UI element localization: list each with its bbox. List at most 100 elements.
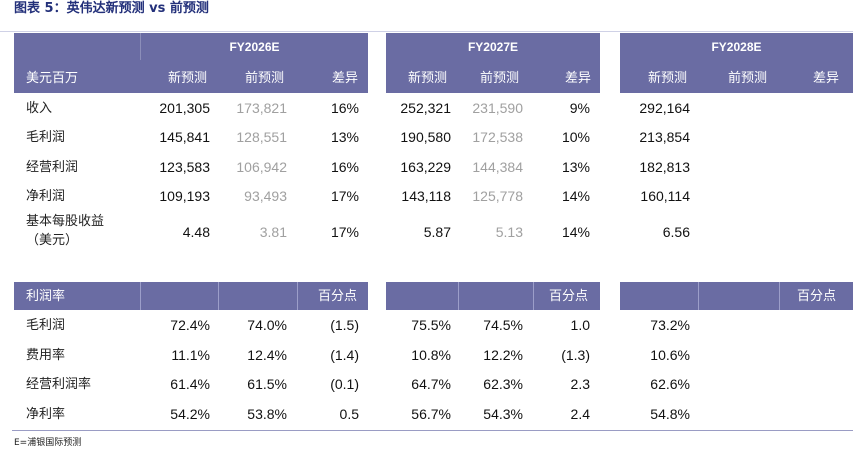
value-new-2026: 54.2% <box>170 406 210 422</box>
value-new-2028: 62.6% <box>650 376 690 392</box>
value-new-2026: 123,583 <box>159 159 210 175</box>
lower-vsep <box>533 282 534 310</box>
value-prev-2027: 125,778 <box>472 188 523 204</box>
row-label-unit: （美元） <box>26 233 79 248</box>
value-new-2027: 252,321 <box>400 100 451 116</box>
value-prev-2027: 144,384 <box>472 159 523 175</box>
row-label: 经营利润 <box>26 160 79 175</box>
value-prev-2026: 3.81 <box>259 224 287 240</box>
bottom-divider <box>12 430 853 431</box>
value-diff-2027: 2.3 <box>570 376 590 392</box>
col-header-prev-2027: 前预测 <box>480 71 520 86</box>
value-prev-2026: 106,942 <box>236 159 287 175</box>
unit-pct-point-2026: 百分点 <box>318 289 358 304</box>
year-header-fy2026: FY2026E <box>229 40 280 54</box>
value-diff-2027: 1.0 <box>570 317 590 333</box>
value-prev-2026: 93,493 <box>244 188 287 204</box>
lower-header-band-2027 <box>386 282 600 310</box>
lower-vsep <box>779 282 780 310</box>
col-header-diff-2026: 差异 <box>332 71 359 86</box>
value-diff-2026: (0.1) <box>330 376 359 392</box>
value-new-2026: 72.4% <box>170 317 210 333</box>
upper-header-band-2027 <box>386 33 600 93</box>
value-new-2028: 160,114 <box>640 188 690 204</box>
figure-title: 图表 5：英伟达新预测 vs 前预测 <box>14 1 209 16</box>
margin-header-label: 利润率 <box>26 289 66 304</box>
value-new-2026: 201,305 <box>159 100 210 116</box>
row-label: 净利润 <box>26 189 66 204</box>
value-diff-2026: 16% <box>330 159 359 175</box>
value-diff-2027: 14% <box>561 224 590 240</box>
value-diff-2027: 14% <box>561 188 590 204</box>
value-prev-2026: 128,551 <box>236 129 287 145</box>
value-diff-2026: 0.5 <box>339 406 359 422</box>
value-new-2027: 75.5% <box>411 317 451 333</box>
lower-vsep <box>297 282 298 310</box>
unit-pct-point-2028: 百分点 <box>797 289 837 304</box>
value-new-2027: 56.7% <box>411 406 451 422</box>
value-prev-2027: 231,590 <box>472 100 523 116</box>
upper-header-band <box>14 33 368 93</box>
lower-vsep <box>698 282 699 310</box>
value-prev-2026: 12.4% <box>247 347 287 363</box>
unit-header-label: 美元百万 <box>26 71 79 86</box>
value-prev-2026: 173,821 <box>236 100 287 116</box>
year-header-fy2028: FY2028E <box>711 40 762 54</box>
value-new-2026: 61.4% <box>170 376 210 392</box>
value-new-2026: 109,193 <box>159 188 210 204</box>
value-new-2027: 64.7% <box>411 376 451 392</box>
value-diff-2026: 17% <box>330 224 359 240</box>
value-prev-2027: 54.3% <box>483 406 523 422</box>
col-header-new-2027: 新预测 <box>408 71 448 86</box>
value-new-2028: 54.8% <box>650 406 690 422</box>
value-new-2026: 11.1% <box>171 347 210 363</box>
value-diff-2026: (1.4) <box>330 347 359 363</box>
lower-vsep <box>458 282 459 310</box>
value-prev-2027: 62.3% <box>483 376 523 392</box>
value-diff-2026: 13% <box>330 129 359 145</box>
value-new-2028: 6.56 <box>662 224 690 240</box>
lower-vsep <box>218 282 219 310</box>
value-new-2026: 145,841 <box>159 129 210 145</box>
value-new-2026: 4.48 <box>182 224 210 240</box>
value-prev-2027: 74.5% <box>483 317 523 333</box>
col-header-new-2026: 新预测 <box>168 71 208 86</box>
value-prev-2027: 5.13 <box>495 224 523 240</box>
col-header-prev-2028: 前预测 <box>728 71 768 86</box>
lower-header-band-2028 <box>620 282 853 310</box>
value-new-2027: 143,118 <box>401 188 451 204</box>
value-new-2028: 73.2% <box>650 317 690 333</box>
value-new-2028: 182,813 <box>639 159 690 175</box>
value-new-2027: 163,229 <box>400 159 451 175</box>
row-label: 基本每股收益 <box>26 214 105 229</box>
row-label: 收入 <box>26 101 53 116</box>
value-new-2028: 292,164 <box>639 100 690 116</box>
lower-vsep <box>140 282 141 310</box>
value-diff-2027: 9% <box>569 100 590 116</box>
value-prev-2026: 74.0% <box>247 317 287 333</box>
value-diff-2026: (1.5) <box>330 317 359 333</box>
value-new-2027: 190,580 <box>400 129 451 145</box>
value-diff-2027: (1.3) <box>561 347 590 363</box>
lower-header-band <box>14 282 368 310</box>
value-diff-2027: 2.4 <box>570 406 590 422</box>
row-label: 毛利润 <box>26 130 66 145</box>
value-new-2027: 10.8% <box>411 347 451 363</box>
value-new-2028: 10.6% <box>650 347 690 363</box>
row-label: 净利率 <box>26 407 66 422</box>
col-header-prev-2026: 前预测 <box>245 71 285 86</box>
value-diff-2026: 17% <box>330 188 359 204</box>
col-header-diff-2027: 差异 <box>565 71 592 86</box>
unit-pct-point-2027: 百分点 <box>549 289 589 304</box>
col-header-diff-2028: 差异 <box>813 71 840 86</box>
row-label: 经营利润率 <box>26 377 92 392</box>
value-prev-2027: 172,538 <box>472 129 523 145</box>
row-label: 毛利润 <box>26 318 66 333</box>
value-new-2028: 213,854 <box>639 129 690 145</box>
source-note: E=浦银国际预测 <box>14 438 82 448</box>
value-prev-2027: 12.2% <box>483 347 523 363</box>
value-new-2027: 5.87 <box>423 224 451 240</box>
header-vsep <box>140 33 141 60</box>
row-label: 费用率 <box>26 348 66 363</box>
year-header-fy2027: FY2027E <box>467 40 519 54</box>
